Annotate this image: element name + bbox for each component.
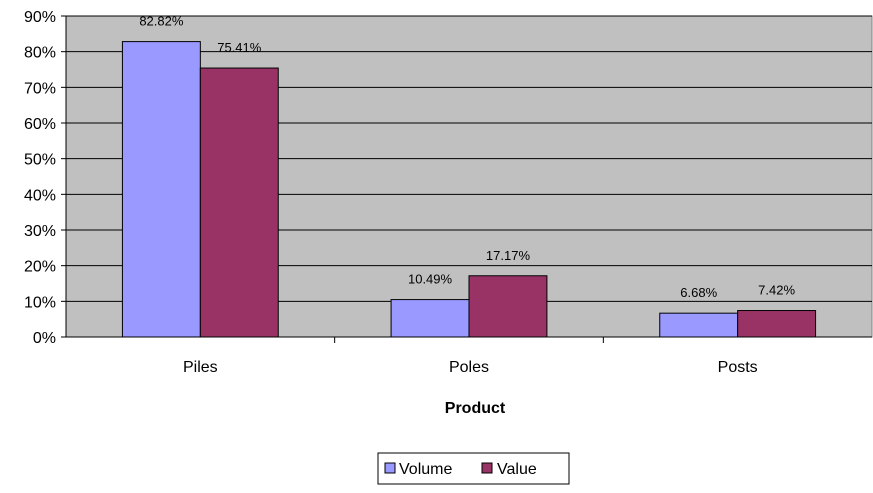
data-label-poles-value: 17.17% xyxy=(486,248,531,263)
data-label-poles-volume: 10.49% xyxy=(408,272,453,287)
bar-poles-value xyxy=(468,275,548,338)
bars xyxy=(121,41,817,338)
bar-piles-value xyxy=(199,67,279,338)
bar-posts-value xyxy=(737,310,817,338)
y-tick-label: 70% xyxy=(24,80,56,97)
y-tick-label: 20% xyxy=(24,259,56,276)
bar-piles-volume xyxy=(121,41,201,338)
legend-label-volume: Volume xyxy=(399,461,452,478)
bar-posts-volume xyxy=(659,312,739,338)
legend: Volume Value xyxy=(377,452,570,485)
y-tick-label: 0% xyxy=(33,330,56,347)
data-label-piles-value: 75.41% xyxy=(217,40,262,55)
y-tick-label: 50% xyxy=(24,152,56,169)
y-tick-label: 40% xyxy=(24,187,56,204)
data-label-posts-volume: 6.68% xyxy=(680,285,717,300)
y-tick-label: 10% xyxy=(24,294,56,311)
category-label-posts: Posts xyxy=(718,359,758,376)
category-label-poles: Poles xyxy=(449,359,489,376)
legend-swatch-value xyxy=(481,462,493,474)
legend-box xyxy=(377,452,570,485)
legend-swatch-volume xyxy=(384,462,396,474)
category-label-piles: Piles xyxy=(183,359,218,376)
y-tick-label: 60% xyxy=(24,116,56,133)
data-label-posts-value: 7.42% xyxy=(758,283,795,298)
bar-poles-volume xyxy=(390,299,470,338)
y-tick-label: 90% xyxy=(24,9,56,26)
x-axis-title: Product xyxy=(445,400,506,417)
legend-label-value: Value xyxy=(497,461,537,478)
y-tick-label: 80% xyxy=(24,45,56,62)
data-labels: 82.82% 75.41% 10.49% 17.17% 6.68% 7.42% xyxy=(139,14,795,301)
x-axis-categories: Piles Poles Posts xyxy=(183,337,758,376)
y-tick-label: 30% xyxy=(24,223,56,240)
data-label-piles-volume: 82.82% xyxy=(139,14,184,29)
